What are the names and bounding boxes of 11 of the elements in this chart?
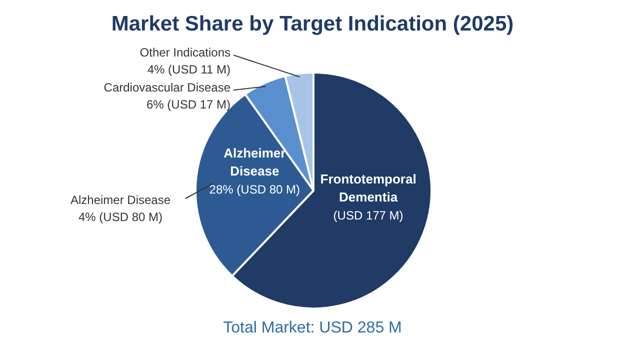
text: Alzheimer Disease 4% (USD 80 M)	[70, 193, 171, 224]
data-label: 28% (USD 80 M)	[209, 182, 300, 196]
data-label: 4% (USD 11 M)	[147, 62, 231, 76]
data-label: (USD 177 M)	[333, 208, 404, 222]
slice-label: Other Indications	[140, 46, 231, 60]
slice-label: Cardiovascular Disease	[104, 80, 231, 95]
slice-label: Frontotemporal Dementia	[320, 171, 416, 204]
text: Total Market: USD 285 M	[223, 320, 402, 336]
chart-title: Market Share by Target Indication (2025)	[111, 12, 514, 36]
slice-label: Alzheimer Disease	[224, 145, 286, 178]
data-label: 6% (USD 17 M)	[146, 98, 231, 112]
